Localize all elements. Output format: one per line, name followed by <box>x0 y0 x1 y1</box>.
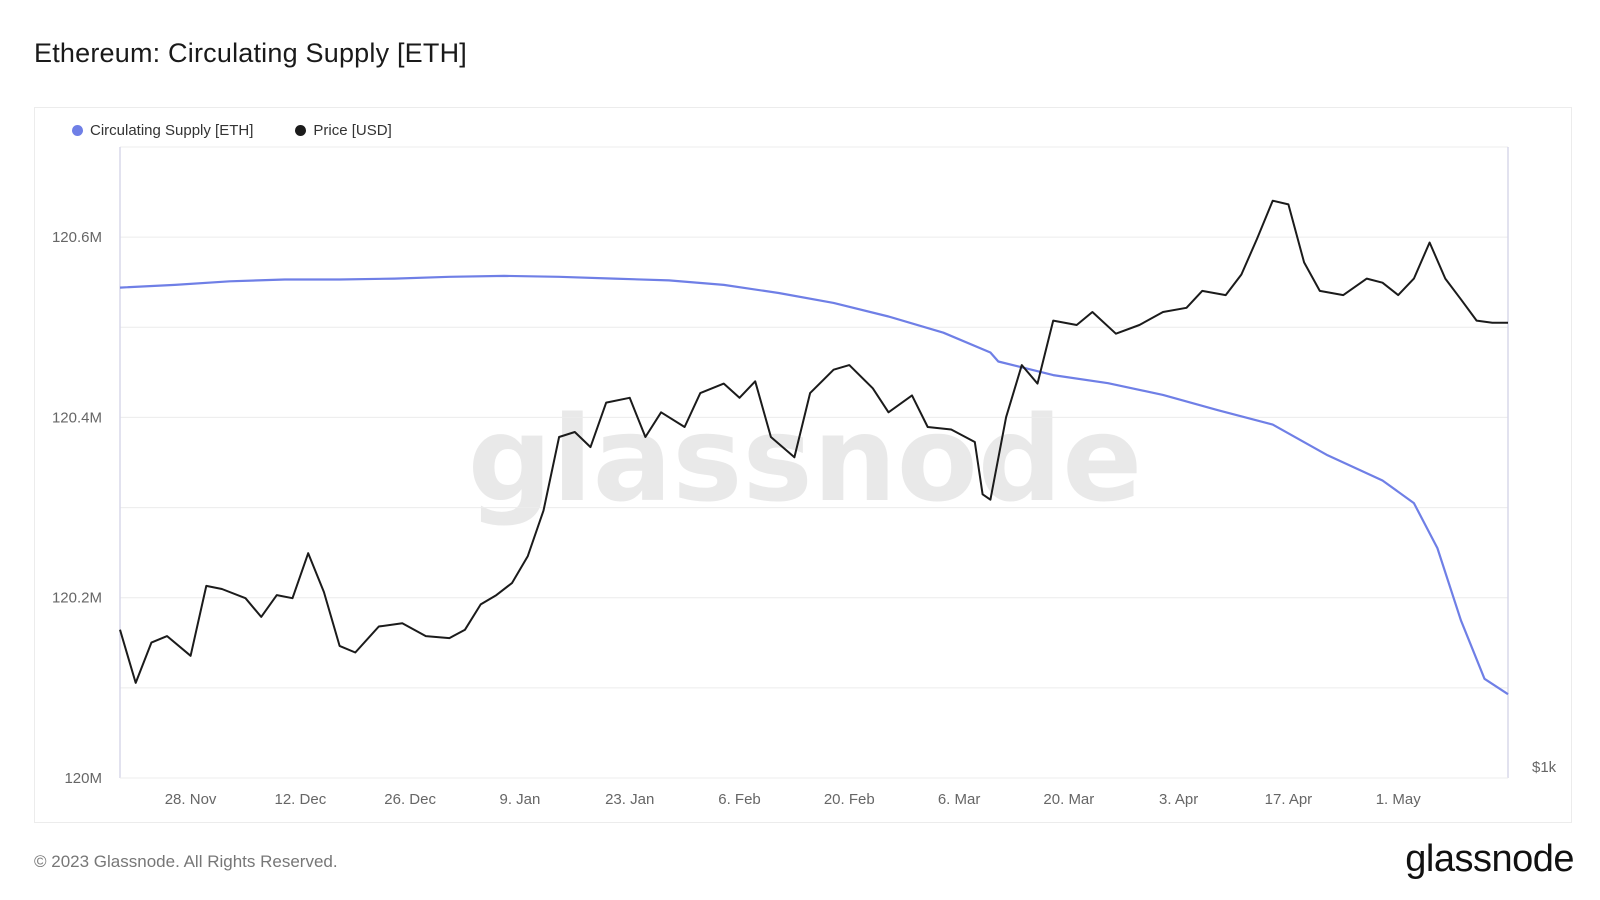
y-tick-label-right: $1k <box>1532 759 1557 776</box>
x-tick-label: 3. Apr <box>1159 791 1198 808</box>
glassnode-logo[interactable]: glassnode <box>1405 838 1574 880</box>
series-line-price <box>119 199 1508 684</box>
y-tick-label-left: 120M <box>64 770 102 787</box>
chart-frame <box>34 107 1572 823</box>
x-tick-label: 20. Mar <box>1043 791 1094 808</box>
axes <box>119 147 1509 779</box>
legend-item-price[interactable]: Price [USD] <box>295 122 392 139</box>
y-tick-label-left: 120.2M <box>52 590 102 607</box>
x-tick-label: 6. Feb <box>718 791 761 808</box>
x-axis-ticks: 28. Nov 12. Dec 26. Dec 9. Jan 23. Jan 6. Feb… <box>165 791 1421 808</box>
x-tick-label: 6. Mar <box>938 791 981 808</box>
x-tick-label: 12. Dec <box>275 791 327 808</box>
y-tick-label-left: 120.4M <box>52 409 102 426</box>
chart-title: Ethereum: Circulating Supply [ETH] <box>34 38 467 68</box>
x-tick-label: 17. Apr <box>1265 791 1313 808</box>
legend-dot-supply-icon <box>72 125 83 136</box>
legend-label-supply: Circulating Supply [ETH] <box>90 122 254 139</box>
x-tick-label: 28. Nov <box>165 791 217 808</box>
legend-item-supply[interactable]: Circulating Supply [ETH] <box>72 122 253 139</box>
x-tick-label: 9. Jan <box>499 791 540 808</box>
x-tick-label: 1. May <box>1376 791 1422 808</box>
legend-dot-price-icon <box>295 125 307 136</box>
footer-copyright: © 2023 Glassnode. All Rights Reserved. <box>34 852 338 871</box>
y-tick-label-left: 120.6M <box>52 229 102 246</box>
gridlines <box>120 146 1508 779</box>
y-axis-ticks: 120M 120.2M 120.4M 120.6M $1k <box>52 229 1557 787</box>
x-tick-label: 26. Dec <box>384 791 436 808</box>
legend-label-price: Price [USD] <box>313 122 392 139</box>
series-line-circulating-supply <box>119 274 1509 696</box>
series-layer <box>119 199 1509 696</box>
x-tick-label: 20. Feb <box>824 791 875 808</box>
legend: Circulating Supply [ETH] Price [USD] <box>72 122 392 139</box>
x-tick-label: 23. Jan <box>605 791 654 808</box>
